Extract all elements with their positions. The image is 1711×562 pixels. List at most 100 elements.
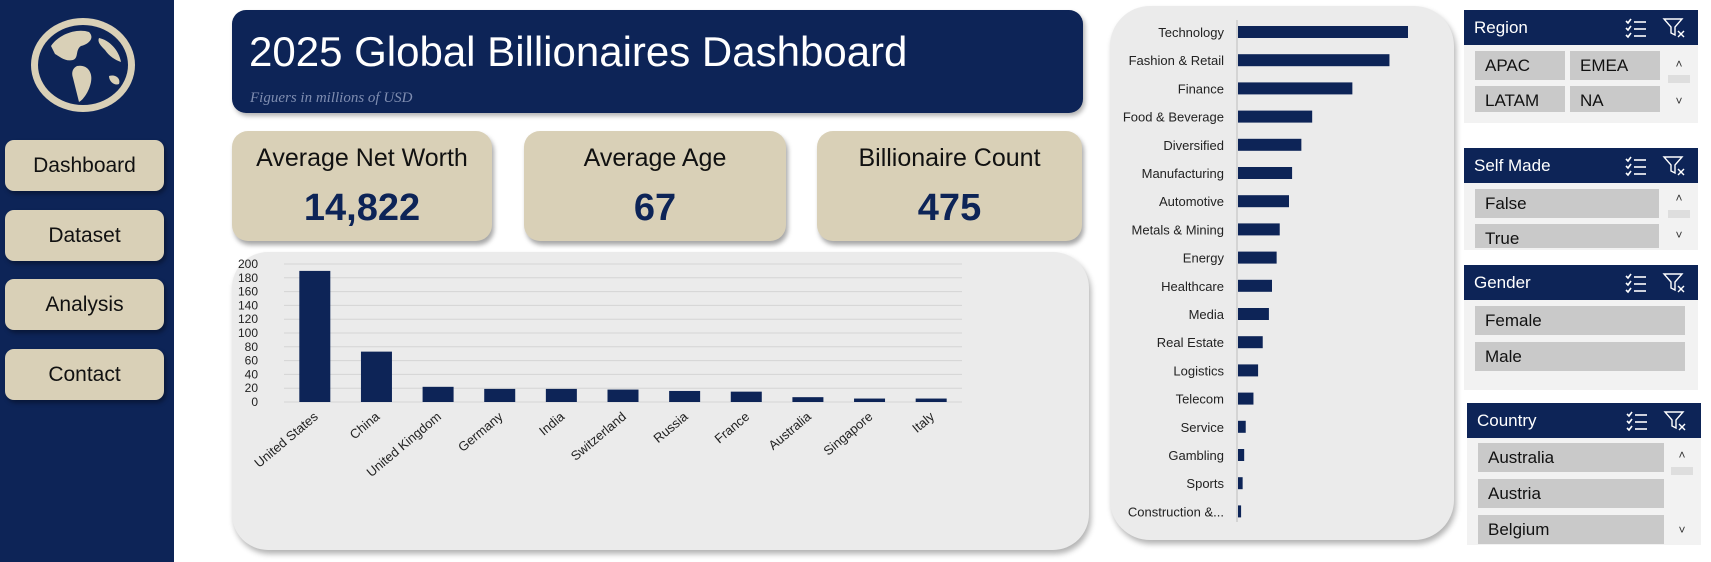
region-slicer: Region APAC EMEA LATAM NA ˄ ˅: [1464, 10, 1698, 123]
scroll-down-icon[interactable]: ˅: [1675, 228, 1683, 242]
kpi-value: 475: [917, 187, 982, 229]
y-tick-label: 160: [238, 285, 258, 299]
bar: [669, 390, 701, 402]
y-tick-label: 200: [238, 257, 258, 271]
slicer-item-austria[interactable]: Austria: [1478, 479, 1664, 508]
y-tick-label: Energy: [1183, 251, 1225, 266]
bar: [422, 386, 454, 402]
multi-select-icon[interactable]: [1625, 410, 1649, 432]
sidebar: Dashboard Dataset Analysis Contact: [0, 0, 174, 562]
slicer-item-apac[interactable]: APAC: [1475, 51, 1565, 80]
slicer-title: Country: [1477, 411, 1537, 430]
slicer-item-label: False: [1485, 194, 1527, 213]
clear-filter-icon[interactable]: [1662, 272, 1686, 294]
nav-contact-button[interactable]: Contact: [5, 349, 164, 400]
bar: [299, 270, 331, 402]
bar: [360, 351, 392, 402]
scroll-down-icon[interactable]: ˅: [1675, 94, 1683, 108]
y-tick-label: Diversified: [1163, 138, 1224, 153]
bar: [915, 398, 947, 402]
country-slicer: Country Australia Austria Belgium ˄ ˅: [1467, 403, 1701, 545]
x-tick-label: Russia: [650, 408, 691, 446]
header-banner: 2025 Global Billionaires Dashboard Figue…: [232, 10, 1083, 113]
multi-select-icon[interactable]: [1624, 17, 1648, 39]
y-tick-label: 120: [238, 312, 258, 326]
x-tick-label: Australia: [765, 408, 814, 452]
bar: [1238, 308, 1269, 320]
bar: [545, 388, 577, 402]
clear-filter-icon[interactable]: [1662, 17, 1686, 39]
scroll-down-icon[interactable]: ˅: [1678, 523, 1686, 537]
nav-label: Contact: [48, 362, 121, 386]
scroll-up-icon[interactable]: ˄: [1675, 191, 1683, 205]
y-tick-label: 20: [245, 381, 259, 395]
scroll-up-icon[interactable]: ˄: [1675, 57, 1683, 71]
multi-select-icon[interactable]: [1624, 272, 1648, 294]
slicer-title: Region: [1474, 18, 1528, 37]
y-tick-label: Sports: [1186, 476, 1224, 491]
slicer-item-label: LATAM: [1485, 91, 1540, 110]
y-tick-label: Construction &...: [1128, 504, 1224, 519]
y-tick-label: Gambling: [1168, 448, 1224, 463]
y-tick-label: Logistics: [1173, 363, 1224, 378]
y-tick-label: Real Estate: [1157, 335, 1224, 350]
page-subtitle: Figuers in millions of USD: [250, 90, 413, 106]
x-tick-label: Switzerland: [568, 409, 629, 464]
slicer-item-label: NA: [1580, 91, 1604, 110]
slicer-item-female[interactable]: Female: [1475, 306, 1685, 335]
slicer-item-label: Australia: [1488, 448, 1555, 467]
slicer-item-latam[interactable]: LATAM: [1475, 86, 1565, 112]
bar: [1238, 167, 1293, 179]
y-tick-label: Food & Beverage: [1123, 110, 1224, 125]
clear-filter-icon[interactable]: [1663, 410, 1687, 432]
slicer-item-false[interactable]: False: [1475, 189, 1659, 218]
slicer-header: Country: [1467, 403, 1701, 438]
scrollbar-thumb[interactable]: [1668, 75, 1690, 83]
y-tick-label: Media: [1189, 307, 1225, 322]
slicer-item-label: True: [1485, 229, 1520, 248]
nav-analysis-button[interactable]: Analysis: [5, 279, 164, 330]
page-title: 2025 Global Billionaires Dashboard: [249, 28, 908, 75]
slicer-item-male[interactable]: Male: [1475, 342, 1685, 371]
bar: [1238, 364, 1259, 377]
clear-filter-icon[interactable]: [1662, 155, 1686, 177]
scroll-up-icon[interactable]: ˄: [1678, 448, 1686, 462]
bar: [1238, 138, 1302, 151]
self-made-slicer: Self Made False True ˄ ˅: [1464, 148, 1698, 250]
slicer-item-label: APAC: [1485, 56, 1531, 75]
bar: [1238, 477, 1243, 490]
slicer-item-label: Male: [1485, 347, 1522, 366]
scrollbar-thumb[interactable]: [1668, 210, 1690, 218]
kpi-billionaire-count: Billionaire Count 475: [817, 131, 1082, 241]
kpi-label: Billionaire Count: [858, 144, 1041, 172]
slicer-item-na[interactable]: NA: [1570, 86, 1660, 112]
slicer-item-emea[interactable]: EMEA: [1570, 51, 1660, 80]
x-tick-label: Italy: [909, 408, 937, 435]
nav-dataset-button[interactable]: Dataset: [5, 210, 164, 261]
y-tick-label: 0: [251, 395, 258, 409]
nav-dashboard-button[interactable]: Dashboard: [5, 140, 164, 191]
bar: [854, 398, 886, 402]
y-tick-label: Metals & Mining: [1132, 222, 1224, 237]
y-tick-label: Fashion & Retail: [1129, 53, 1224, 68]
slicer-item-label: EMEA: [1580, 56, 1629, 75]
slicer-item-belgium[interactable]: Belgium: [1478, 515, 1664, 544]
bar: [607, 389, 639, 402]
bar: [1238, 223, 1280, 236]
scrollbar-thumb[interactable]: [1671, 467, 1693, 475]
kpi-value: 67: [633, 187, 677, 229]
bar: [1238, 54, 1390, 67]
nav-label: Dashboard: [33, 153, 136, 177]
slicer-item-true[interactable]: True: [1475, 224, 1659, 248]
x-tick-label: Germany: [455, 408, 506, 454]
y-tick-label: 40: [245, 367, 259, 381]
nav-label: Analysis: [45, 292, 124, 316]
bar: [1238, 449, 1245, 461]
globe-icon: [31, 18, 135, 112]
y-tick-label: 140: [238, 298, 258, 312]
x-tick-label: France: [712, 409, 753, 447]
multi-select-icon[interactable]: [1624, 155, 1648, 177]
slicer-item-australia[interactable]: Australia: [1478, 443, 1664, 472]
slicer-title: Self Made: [1474, 156, 1551, 175]
